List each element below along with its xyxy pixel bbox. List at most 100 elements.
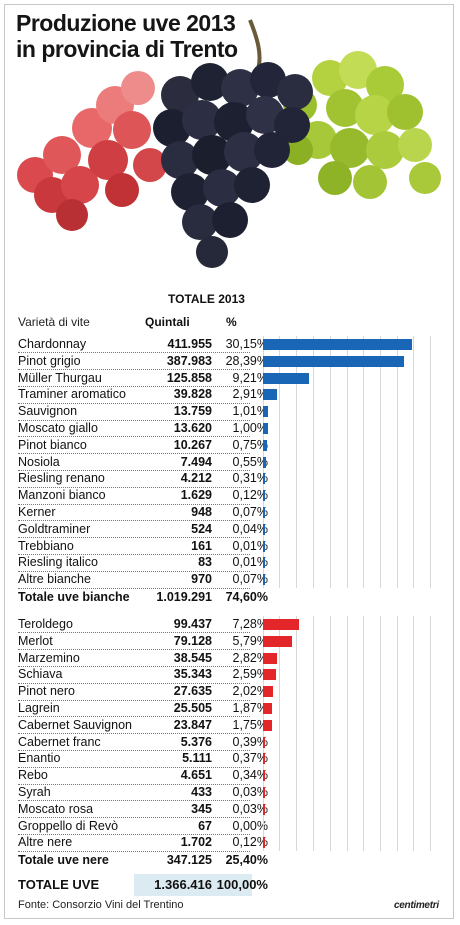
row-separator bbox=[18, 716, 250, 718]
quintali-value: 125.858 bbox=[166, 370, 212, 385]
grid-line bbox=[413, 336, 414, 588]
table-row: Pinot grigio 387.983 28,39% bbox=[18, 353, 268, 370]
table-row: Syrah 433 0,03% bbox=[18, 784, 268, 801]
percent-value: 0,07% bbox=[232, 572, 268, 587]
row-separator bbox=[18, 385, 250, 387]
bar-kerner bbox=[263, 507, 265, 518]
quintali-value: 161 bbox=[191, 538, 212, 553]
red-grapes bbox=[17, 71, 167, 231]
variety-label: Enantio bbox=[18, 751, 61, 766]
group-total-quintali: 347.125 bbox=[166, 853, 212, 868]
variety-label: Teroldego bbox=[18, 617, 73, 631]
table-row: Riesling renano 4.212 0,31% bbox=[18, 470, 268, 487]
infographic-frame bbox=[4, 4, 454, 919]
bar-cabernet-franc bbox=[263, 736, 265, 748]
percent-value: 7,28% bbox=[232, 617, 268, 631]
table-row: Altre bianche 970 0,07% bbox=[18, 571, 268, 588]
quintali-value: 99.437 bbox=[173, 617, 212, 631]
row-separator bbox=[18, 649, 250, 651]
variety-label: Merlot bbox=[18, 633, 53, 648]
variety-label: Syrah bbox=[18, 785, 51, 799]
grid-line bbox=[330, 336, 331, 588]
table-row: Marzemino 38.545 2,82% bbox=[18, 650, 268, 667]
row-separator bbox=[18, 800, 250, 802]
percent-value: 30,15% bbox=[225, 337, 268, 351]
bar-manzoni-bianco bbox=[263, 490, 265, 502]
percent-value: 0,55% bbox=[232, 454, 268, 469]
quintali-value: 5.376 bbox=[180, 734, 212, 749]
variety-label: Traminer aromatico bbox=[18, 387, 126, 402]
header-variety: Varietà di vite bbox=[18, 315, 90, 329]
grapes-photo bbox=[17, 19, 441, 268]
table-row: Chardonnay 411.955 30,15% bbox=[18, 336, 268, 353]
grid-line bbox=[296, 616, 297, 852]
grid-line bbox=[347, 616, 348, 852]
bar-goldtraminer bbox=[263, 523, 265, 535]
grid-line bbox=[380, 336, 381, 588]
grid-line bbox=[413, 616, 414, 852]
quintali-value: 23.847 bbox=[173, 717, 212, 732]
percent-value: 0,75% bbox=[232, 437, 268, 452]
bar-nosiola bbox=[263, 456, 266, 468]
quintali-value: 4.212 bbox=[180, 471, 212, 486]
variety-label: Manzoni bianco bbox=[18, 488, 106, 503]
bar-merlot bbox=[263, 635, 292, 647]
variety-label: Altre bianche bbox=[18, 572, 91, 587]
variety-label: Pinot nero bbox=[18, 684, 75, 699]
row-separator bbox=[18, 665, 250, 667]
group-total-percent: 74,60% bbox=[225, 590, 268, 604]
table-row: Traminer aromatico 39.828 2,91% bbox=[18, 386, 268, 403]
row-separator bbox=[18, 469, 250, 471]
quintali-value: 39.828 bbox=[173, 387, 212, 402]
quintali-value: 1.629 bbox=[180, 488, 212, 503]
row-separator bbox=[18, 436, 250, 438]
percent-value: 0,01% bbox=[232, 538, 268, 553]
bar-syrah bbox=[263, 787, 265, 798]
bar-chardonnay bbox=[263, 339, 413, 350]
quintali-value: 411.955 bbox=[167, 337, 213, 351]
variety-label: Altre nere bbox=[18, 835, 73, 850]
variety-label: Moscato giallo bbox=[18, 421, 98, 435]
bar-m-ller-thurgau bbox=[263, 372, 309, 384]
row-separator bbox=[18, 520, 250, 522]
variety-label: Lagrein bbox=[18, 701, 60, 715]
bar-moscato-giallo bbox=[263, 423, 268, 434]
grid-line bbox=[296, 336, 297, 588]
variety-label: Pinot grigio bbox=[18, 353, 81, 368]
percent-value: 0,12% bbox=[232, 488, 268, 503]
bar-altre-nere bbox=[263, 837, 265, 849]
percent-value: 1,01% bbox=[232, 404, 268, 419]
table-row: Teroldego 99.437 7,28% bbox=[18, 616, 268, 633]
quintali-value: 1.702 bbox=[180, 835, 212, 850]
percent-value: 0,03% bbox=[232, 801, 268, 816]
row-separator bbox=[18, 682, 250, 684]
variety-label: Cabernet Sauvignon bbox=[18, 717, 132, 732]
grid-line bbox=[313, 616, 314, 852]
row-separator bbox=[18, 850, 250, 852]
percent-value: 1,00% bbox=[232, 421, 268, 435]
quintali-value: 387.983 bbox=[166, 353, 212, 368]
table-row: Nosiola 7.494 0,55% bbox=[18, 454, 268, 471]
bar-cabernet-sauvignon bbox=[263, 719, 272, 731]
table-row: Merlot 79.128 5,79% bbox=[18, 633, 268, 650]
quintali-value: 13.759 bbox=[173, 404, 212, 419]
green-grapes bbox=[283, 51, 441, 199]
table-row: Trebbiano 161 0,01% bbox=[18, 538, 268, 555]
grid-line bbox=[380, 616, 381, 852]
table-row: Schiava 35.343 2,59% bbox=[18, 666, 268, 683]
chart-title: Produzione uve 2013 in provincia di Tren… bbox=[16, 10, 238, 62]
header-totale-2013: TOTALE 2013 bbox=[168, 292, 245, 306]
grand-total-percent: 100,00% bbox=[216, 877, 268, 892]
grid-line bbox=[279, 616, 280, 852]
row-separator bbox=[18, 503, 250, 505]
bar-teroldego bbox=[263, 619, 300, 630]
table-row: Moscato rosa 345 0,03% bbox=[18, 801, 268, 818]
bar-enantio bbox=[263, 753, 265, 765]
bar-schiava bbox=[263, 669, 276, 681]
bar-lagrein bbox=[263, 703, 273, 714]
percent-value: 9,21% bbox=[232, 370, 268, 385]
quintali-value: 35.343 bbox=[173, 667, 212, 682]
variety-label: Marzemino bbox=[18, 650, 80, 665]
group-total-quintali: 1.019.291 bbox=[156, 590, 212, 604]
variety-label: Riesling renano bbox=[18, 471, 105, 486]
